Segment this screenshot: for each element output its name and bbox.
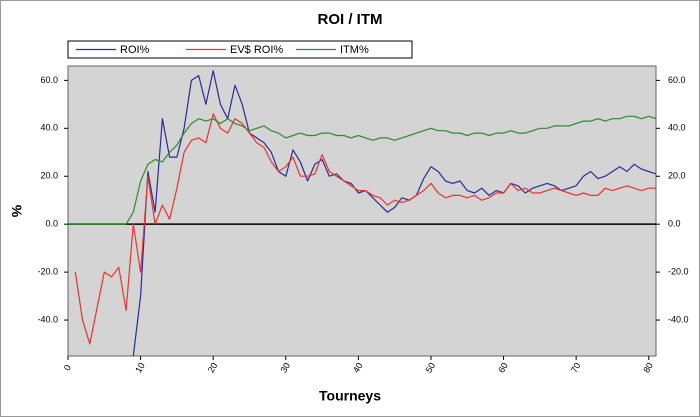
x-tick-label: 20 (206, 361, 220, 375)
x-tick-label: 80 (641, 361, 655, 375)
x-tick-label: 0 (62, 363, 73, 372)
y2-tick-label: 60.0 (668, 75, 686, 85)
x-tick-label: 10 (133, 361, 147, 375)
legend-box (67, 40, 413, 59)
legend-label: ITM% (340, 44, 369, 56)
chart-title: ROI / ITM (318, 11, 383, 28)
x-axis-title: Tourneys (319, 388, 381, 404)
y-tick-label: 60.0 (40, 75, 58, 85)
series-line (68, 115, 657, 225)
legend-label: EV$ ROI% (230, 44, 283, 56)
y-tick-label: -20.0 (37, 266, 58, 276)
y-tick-label: 20.0 (40, 171, 58, 181)
y-tick-label: -40.0 (37, 314, 58, 324)
series-line (132, 70, 657, 357)
x-tick-label: 30 (278, 361, 292, 375)
plot-area (67, 65, 657, 357)
x-tick-label: 70 (569, 361, 583, 375)
y2-tick-label: 0.0 (668, 219, 681, 229)
y-axis-title: % (9, 204, 25, 217)
y2-tick-label: 40.0 (668, 123, 686, 133)
y2-tick-label: 20.0 (668, 171, 686, 181)
x-tick-label: 60 (496, 361, 510, 375)
x-tick-label: 40 (351, 361, 365, 375)
y2-tick-label: -40.0 (668, 314, 689, 324)
x-tick-label: 50 (424, 361, 438, 375)
legend-label: ROI% (120, 44, 150, 56)
y-tick-label: 40.0 (40, 123, 58, 133)
y-tick-label: 0.0 (45, 219, 58, 229)
series-line (74, 113, 656, 345)
y2-tick-label: -20.0 (668, 266, 689, 276)
